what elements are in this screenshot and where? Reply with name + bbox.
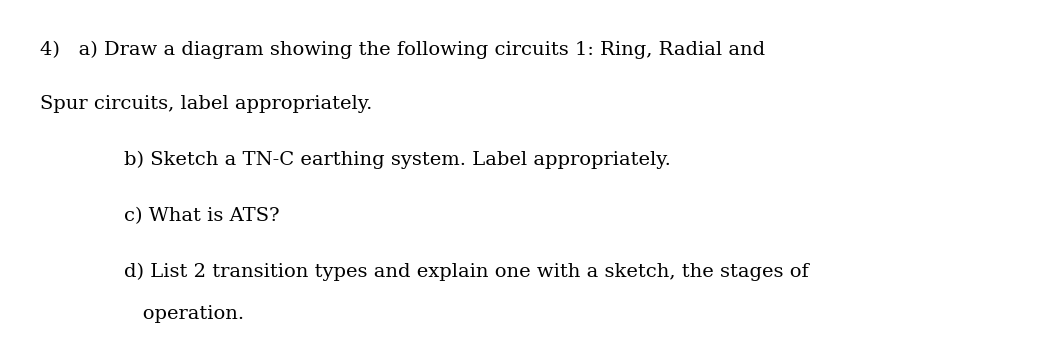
Text: operation.: operation. [124, 305, 244, 323]
Text: Spur circuits, label appropriately.: Spur circuits, label appropriately. [40, 95, 372, 113]
Text: d) List 2 transition types and explain one with a sketch, the stages of: d) List 2 transition types and explain o… [124, 263, 808, 281]
Text: c) What is ATS?: c) What is ATS? [124, 207, 280, 225]
Text: 4)   a) Draw a diagram showing the following circuits 1: Ring, Radial and: 4) a) Draw a diagram showing the followi… [40, 41, 765, 59]
Text: b) Sketch a TN-C earthing system. Label appropriately.: b) Sketch a TN-C earthing system. Label … [124, 151, 670, 169]
